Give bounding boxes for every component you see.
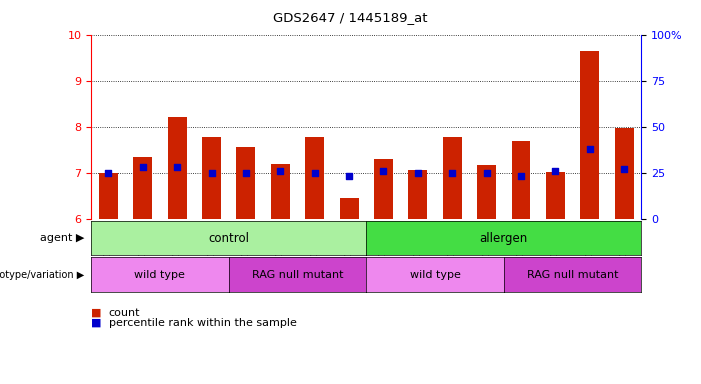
Bar [546, 172, 565, 219]
Text: allergen: allergen [479, 232, 528, 245]
Bar [477, 164, 496, 219]
Text: ■: ■ [91, 318, 102, 328]
Point [275, 168, 286, 174]
Bar [168, 117, 186, 219]
Point [172, 164, 183, 170]
Text: agent ▶: agent ▶ [40, 233, 84, 243]
Text: RAG null mutant: RAG null mutant [527, 270, 618, 280]
Bar [305, 137, 324, 219]
Text: percentile rank within the sample: percentile rank within the sample [109, 318, 297, 328]
Bar [409, 170, 428, 219]
Bar [339, 198, 358, 219]
Bar [512, 141, 531, 219]
Text: count: count [109, 308, 140, 318]
Point [240, 170, 252, 176]
Point [206, 170, 217, 176]
Bar [99, 173, 118, 219]
Bar [202, 137, 221, 219]
Point [584, 146, 595, 152]
Bar [580, 51, 599, 219]
Bar [236, 147, 255, 219]
Bar [443, 137, 462, 219]
Point [447, 170, 458, 176]
Point [103, 170, 114, 176]
Point [515, 174, 526, 180]
Point [481, 170, 492, 176]
Bar [374, 159, 393, 219]
Bar [271, 164, 290, 219]
Text: wild type: wild type [135, 270, 185, 280]
Text: ■: ■ [91, 308, 102, 318]
Text: control: control [208, 232, 249, 245]
Point [378, 168, 389, 174]
Text: genotype/variation ▶: genotype/variation ▶ [0, 270, 84, 280]
Text: GDS2647 / 1445189_at: GDS2647 / 1445189_at [273, 12, 428, 25]
Point [550, 168, 561, 174]
Point [412, 170, 423, 176]
Bar [615, 128, 634, 219]
Text: wild type: wild type [409, 270, 461, 280]
Text: RAG null mutant: RAG null mutant [252, 270, 343, 280]
Point [309, 170, 320, 176]
Point [343, 174, 355, 180]
Point [137, 164, 149, 170]
Bar [133, 157, 152, 219]
Point [618, 166, 629, 172]
